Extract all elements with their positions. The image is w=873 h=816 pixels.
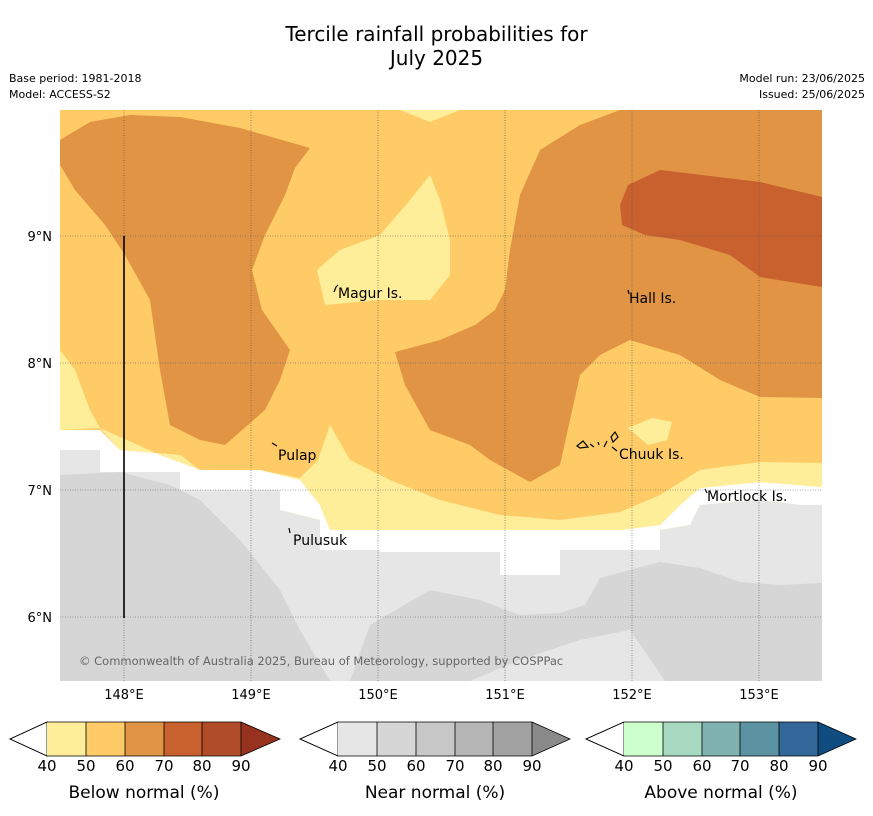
- colorbar-swatch: [125, 722, 164, 756]
- colorbar-swatch: [416, 722, 455, 756]
- near-normal-50-region: [60, 472, 330, 681]
- colorbar-label: Below normal (%): [69, 783, 220, 803]
- issued-date: Issued: 25/06/2025: [758, 88, 865, 101]
- colorbar-swatch: [338, 722, 377, 756]
- colorbar-tick: 60: [115, 757, 134, 775]
- meta-left: Base period: 1981-2018 Model: ACCESS-S2: [9, 71, 141, 103]
- colorbar-tick: 90: [808, 757, 827, 775]
- colorbar-outline: [585, 721, 857, 757]
- colorbar-under-triangle: [299, 721, 339, 757]
- colorbar-tick: 50: [76, 757, 95, 775]
- pulap-island-shape: [271, 442, 278, 447]
- place-label-chuuk: Chuuk Is.: [619, 447, 684, 463]
- colorbar-under-triangle: [585, 721, 625, 757]
- place-label-pulusuk: Pulusuk: [293, 533, 348, 549]
- colorbar-swatch: [779, 722, 818, 756]
- colorbar-swatch: [455, 722, 493, 756]
- colorbar-tick: 40: [37, 757, 56, 775]
- colorbar-swatch: [164, 722, 202, 756]
- colorbar-tick: 70: [730, 757, 749, 775]
- legend-near-normal: 40 50 60 70 80 90 Near normal (%): [299, 721, 571, 803]
- colorbar-swatch: [377, 722, 416, 756]
- gridlines: [60, 110, 822, 681]
- below-40-south-band: [60, 350, 100, 430]
- below-70-region: [620, 170, 822, 287]
- colorbar-outline: [9, 721, 282, 757]
- below-60-west-region: [60, 115, 310, 445]
- model-run: Model run: 23/06/2025: [739, 72, 865, 85]
- colorbar-swatch: [624, 722, 663, 756]
- chuuk-islands-shape: [575, 430, 619, 452]
- colorbar-tick: 60: [406, 757, 425, 775]
- magur-island-shape: [333, 284, 339, 293]
- island-outlines: [271, 284, 708, 534]
- lat-label-7n: 7°N: [28, 484, 53, 499]
- colorbar-tick: 70: [154, 757, 173, 775]
- colorbar-over-triangle: [818, 722, 856, 756]
- below-40-chuuk-patch: [628, 418, 672, 445]
- pulusuk-island-shape: [288, 527, 291, 534]
- below-40-south-band-2: [100, 425, 822, 530]
- colorbar-tick: 40: [328, 757, 347, 775]
- colorbar-tick: 80: [192, 757, 211, 775]
- lon-label-150e: 150°E: [358, 688, 398, 703]
- colorbar-swatch: [202, 722, 241, 756]
- no-dominant-category-band: [60, 430, 822, 575]
- legend-below-normal: 40 50 60 70 80 90 Below normal (%): [9, 721, 282, 803]
- colorbar-tick: 90: [231, 757, 250, 775]
- below-40-north-patch: [400, 110, 460, 122]
- lon-label-152e: 152°E: [612, 688, 652, 703]
- lon-label-151e: 151°E: [485, 688, 525, 703]
- map-plot-area: [60, 110, 822, 681]
- copyright-note: © Commonwealth of Australia 2025, Bureau…: [79, 654, 563, 668]
- colorbar-label: Near normal (%): [365, 783, 505, 803]
- legend-above-normal: 40 50 60 70 80 90 Above normal (%): [585, 721, 857, 803]
- colorbar-swatch: [702, 722, 740, 756]
- place-label-pulap: Pulap: [278, 448, 317, 464]
- base-period: Base period: 1981-2018: [9, 72, 142, 85]
- place-label-hall: Hall Is.: [629, 291, 676, 307]
- meta-right: Model run: 23/06/2025 Issued: 25/06/2025: [739, 71, 865, 103]
- colorbar-tick: 70: [445, 757, 464, 775]
- mortlock-island-shape: [704, 488, 708, 494]
- colorbar-tick: 50: [653, 757, 672, 775]
- map-title: Tercile rainfall probabilities for July …: [0, 22, 873, 70]
- colorbar-swatch: [740, 722, 779, 756]
- lat-label-9n: 9°N: [28, 230, 53, 245]
- colorbar-tick: 90: [522, 757, 541, 775]
- title-line-1: Tercile rainfall probabilities for: [285, 22, 588, 46]
- colorbar-label: Above normal (%): [644, 783, 797, 803]
- colorbar-swatch: [47, 722, 86, 756]
- colorbar-tick: 40: [614, 757, 633, 775]
- colorbar-tick: 50: [367, 757, 386, 775]
- title-line-2: July 2025: [389, 46, 484, 70]
- colorbar-tick: 80: [483, 757, 502, 775]
- colorbar-under-triangle: [9, 721, 48, 757]
- near-normal-40-patch: [470, 630, 665, 681]
- colorbar-tick: 60: [692, 757, 711, 775]
- colorbar-swatch: [86, 722, 125, 756]
- below-40-magur-patch: [317, 175, 450, 305]
- lon-label-153e: 153°E: [739, 688, 779, 703]
- colorbar-over-triangle: [241, 722, 280, 756]
- place-label-magur: Magur Is.: [338, 286, 403, 302]
- lat-label-6n: 6°N: [28, 611, 53, 626]
- colorbar-swatch: [663, 722, 702, 756]
- colorbar-tick: 80: [769, 757, 788, 775]
- near-normal-50-region-east: [350, 562, 822, 681]
- hall-island-shape: [627, 289, 630, 295]
- colorbar-over-triangle: [532, 722, 570, 756]
- lon-label-149e: 149°E: [231, 688, 271, 703]
- place-label-mortlock: Mortlock Is.: [707, 489, 787, 505]
- lat-label-8n: 8°N: [28, 357, 53, 372]
- colorbar-outline: [299, 721, 571, 757]
- model-name: Model: ACCESS-S2: [9, 88, 111, 101]
- colorbar-swatch: [493, 722, 532, 756]
- lon-label-148e: 148°E: [104, 688, 144, 703]
